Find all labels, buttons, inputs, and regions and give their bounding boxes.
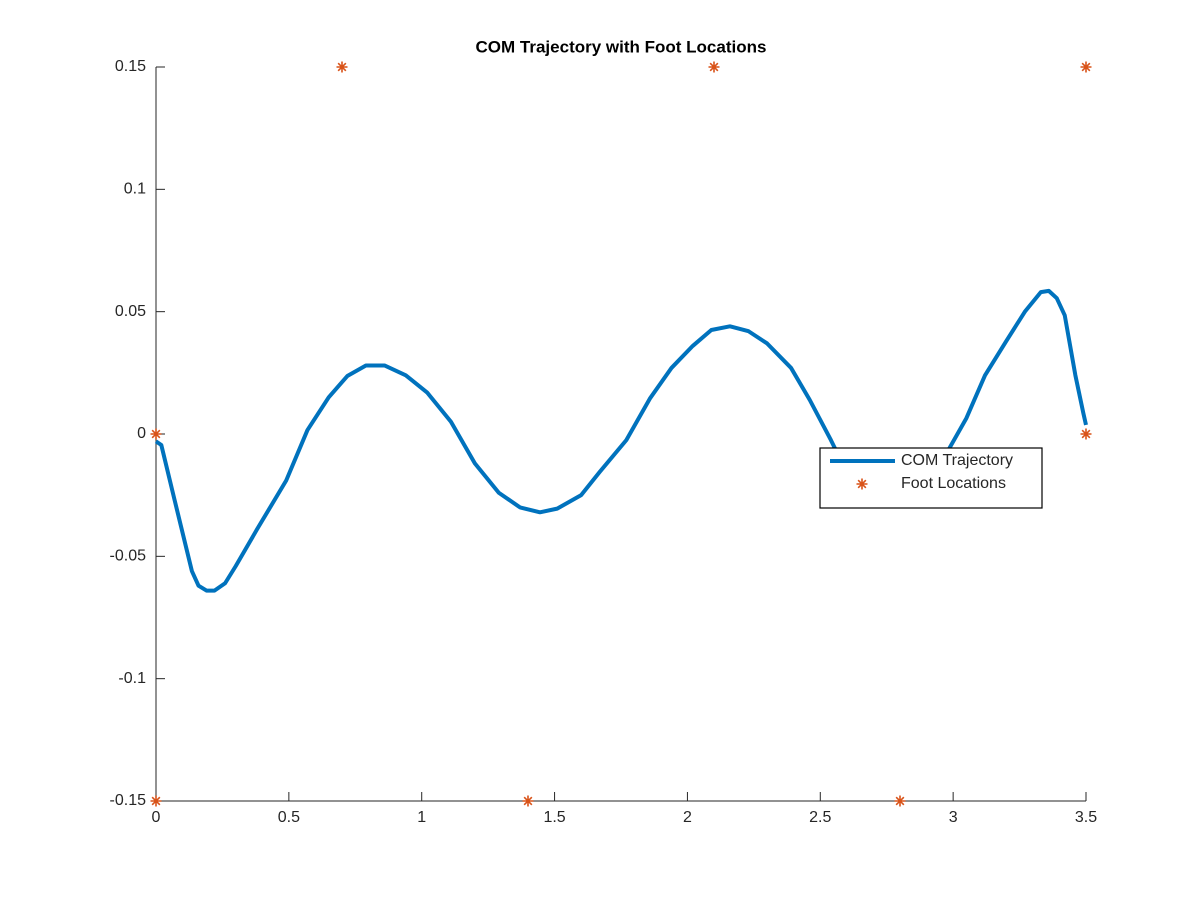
- y-tick-label: -0.05: [110, 548, 147, 565]
- y-tick-label: -0.15: [110, 792, 147, 809]
- x-tick-label: 3.5: [1075, 809, 1097, 826]
- foot-marker: [1080, 61, 1092, 73]
- foot-marker: [150, 428, 162, 440]
- y-tick-label: 0.05: [115, 303, 146, 320]
- y-tick-label: 0.15: [115, 58, 146, 75]
- foot-marker: [708, 61, 720, 73]
- x-tick-label: 0: [152, 809, 161, 826]
- y-tick-label: 0.1: [124, 181, 146, 198]
- foot-marker: [336, 61, 348, 73]
- legend-box: [819, 447, 1043, 509]
- legend-swatch: [856, 478, 868, 490]
- y-tick-label: -0.1: [118, 670, 146, 687]
- legend-label: COM Trajectory: [901, 452, 1013, 469]
- legend-label: Foot Locations: [901, 475, 1006, 492]
- foot-marker: [894, 795, 906, 807]
- x-tick-label: 0.5: [278, 809, 300, 826]
- foot-marker: [150, 795, 162, 807]
- x-tick-label: 1: [417, 809, 426, 826]
- x-tick-label: 1.5: [543, 809, 565, 826]
- x-tick-label: 3: [949, 809, 958, 826]
- chart-title: COM Trajectory with Foot Locations: [476, 37, 767, 56]
- y-tick-label: 0: [137, 425, 146, 442]
- x-tick-label: 2.5: [809, 809, 831, 826]
- x-tick-label: 2: [683, 809, 692, 826]
- foot-marker: [522, 795, 534, 807]
- com-line: [154, 288, 1088, 593]
- foot-marker: [1080, 428, 1092, 440]
